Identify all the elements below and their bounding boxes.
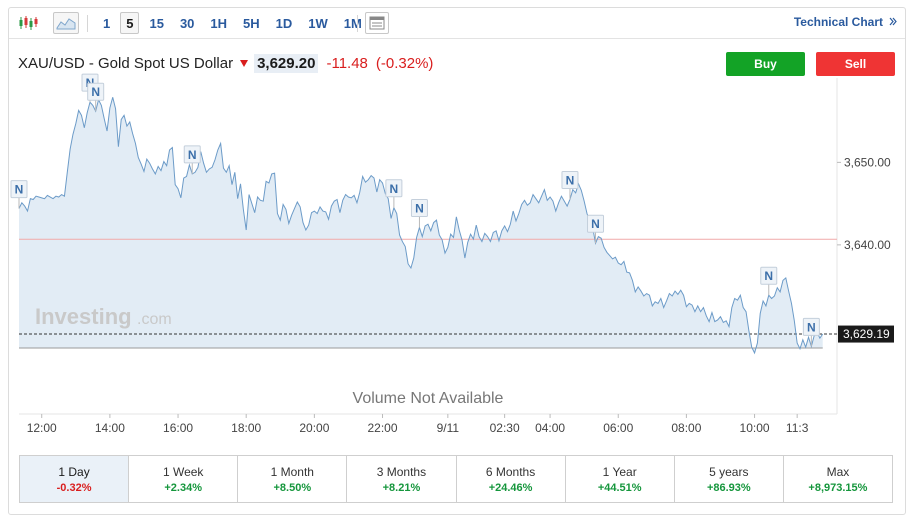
news-marker[interactable]: N [561,171,579,200]
toolbar-divider [87,15,88,32]
watermark-brand: Investing [35,304,132,329]
news-marker-letter: N [591,217,600,231]
news-marker-letter: N [415,202,424,216]
period-label: 6 Months [485,464,536,479]
period-tab-1-day[interactable]: 1 Day -0.32% [20,456,130,502]
volume-not-available: Volume Not Available [353,390,504,407]
price-chart[interactable]: Investing .com Volume Not Available N N N N… [9,8,907,448]
quote-header: XAU/USD - Gold Spot US Dollar 3,629.20 -… [18,52,433,74]
y-tick-label: 3,650.00 [844,155,891,169]
toolbar-divider [357,15,358,32]
chart-widget: 1 5 15 30 1H 5H 1D 1W 1M Technical Chart XAU/USD… [8,7,906,515]
x-tick-label: 11:3 [786,421,809,435]
news-marker[interactable]: N [10,180,28,209]
x-tick-label: 06:00 [603,421,633,435]
x-tick-label: 9/11 [437,421,460,435]
period-label: 1 Day [58,464,90,479]
news-marker-letter: N [807,320,816,334]
interval-1-button[interactable]: 1 [103,15,111,31]
down-arrow-icon [240,59,249,67]
technical-chart-link[interactable]: Technical Chart [794,15,897,29]
x-tick-label: 14:00 [95,421,125,435]
news-marker[interactable]: N [183,145,201,174]
price-change-percent: (-0.32%) [375,54,434,72]
x-tick-label: 16:00 [163,421,193,435]
period-label: 5 years [709,464,749,479]
period-tab-6-months[interactable]: 6 Months +24.46% [457,456,566,502]
price-change: -11.48 [326,54,368,72]
interval-1w-button[interactable]: 1W [308,15,328,31]
investing-watermark: Investing .com [35,304,172,329]
x-tick-label: 18:00 [231,421,261,435]
period-label: 1 Year [602,464,637,479]
data-table-icon[interactable] [365,12,389,34]
news-marker-letter: N [188,148,197,162]
x-tick-label: 22:00 [368,421,398,435]
x-tick-label: 10:00 [740,421,770,435]
period-change: +8,973.15% [808,481,868,494]
x-tick-label: 04:00 [535,421,565,435]
news-marker-letter: N [15,183,24,197]
news-marker[interactable]: N [385,179,403,208]
interval-1h-button[interactable]: 1H [210,15,228,31]
buy-button[interactable]: Buy [726,52,805,76]
x-tick-label: 12:00 [27,421,57,435]
news-marker[interactable]: N [410,199,428,228]
period-tab-1-month[interactable]: 1 Month +8.50% [238,456,348,502]
technical-chart-label: Technical Chart [793,15,883,29]
period-label: 1 Month [270,464,314,479]
period-change: +8.21% [382,481,421,494]
period-tab-5-years[interactable]: 5 years +86.93% [675,456,784,502]
news-marker[interactable]: N [587,214,605,244]
period-change: +24.46% [488,481,533,494]
watermark-suffix: .com [137,311,172,328]
chart-toolbar: 1 5 15 30 1H 5H 1D 1W 1M Technical Chart [9,8,905,39]
period-tab-3-months[interactable]: 3 Months +8.21% [347,456,457,502]
news-marker-letter: N [91,85,100,99]
interval-5-button[interactable]: 5 [120,12,140,34]
last-price: 3,629.20 [254,53,319,73]
interval-1d-button[interactable]: 1D [275,15,293,31]
period-label: 1 Week [162,464,204,479]
period-tab-1-week[interactable]: 1 Week +2.34% [129,456,239,502]
interval-selector: 1 5 15 30 1H 5H 1D 1W 1M [97,12,372,34]
instrument-name: XAU/USD - Gold Spot US Dollar [18,54,234,72]
double-chevron-right-icon [889,15,897,29]
interval-5h-button[interactable]: 5H [243,15,260,31]
interval-15-button[interactable]: 15 [149,15,164,31]
x-tick-label: 08:00 [671,421,701,435]
news-marker[interactable]: N [802,317,820,347]
news-marker[interactable]: N [760,266,778,296]
period-label: 3 Months [376,464,427,479]
period-tab-1-year[interactable]: 1 Year +44.51% [566,456,675,502]
period-label: Max [826,464,850,479]
candlestick-chart-icon[interactable] [17,12,39,34]
news-marker[interactable]: N [87,82,105,112]
area-chart-icon[interactable] [53,12,79,34]
news-marker-letter: N [390,182,399,196]
last-price-tag: 3,629.19 [838,325,894,343]
sell-button[interactable]: Sell [816,52,895,76]
y-tick-label: 3,640.00 [844,238,891,252]
price-line [18,97,824,355]
news-marker-letter: N [566,174,575,188]
price-area-fill [19,97,823,353]
x-tick-label: 02:30 [490,421,520,435]
period-change: +8.50% [273,481,312,494]
period-tab-max[interactable]: Max +8,973.15% [784,456,892,502]
x-tick-label: 20:00 [299,421,329,435]
period-change: -0.32% [56,481,92,494]
performance-periods: 1 Day -0.32% 1 Week +2.34% 1 Month +8.50% 3 Mo… [19,455,893,503]
news-marker-letter: N [764,269,773,283]
period-change: +86.93% [706,481,751,494]
interval-30-button[interactable]: 30 [179,15,195,31]
period-change: +2.34% [164,481,202,494]
period-change: +44.51% [597,481,642,494]
last-price-tag-label: 3,629.19 [843,327,890,341]
